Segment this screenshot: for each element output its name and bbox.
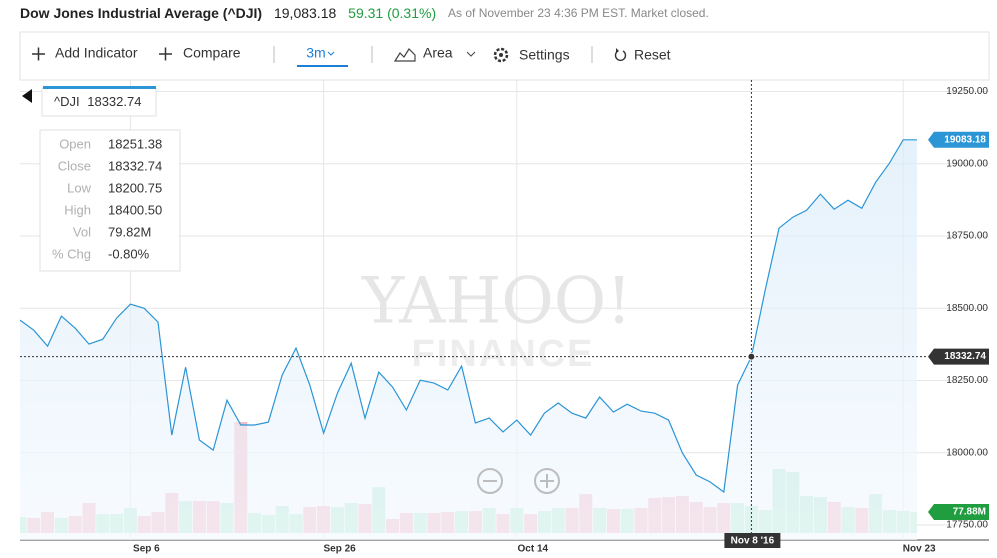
gear-icon	[493, 47, 509, 63]
plus-icon	[540, 474, 554, 488]
plot-clip	[20, 139, 917, 540]
tooltip-row-label: High	[64, 202, 91, 217]
price-line	[20, 139, 917, 494]
chart-type-button[interactable]: Area	[393, 45, 476, 62]
range-label: 3m	[306, 45, 325, 61]
y-tick-label: 18000.00	[946, 447, 988, 458]
crosshair-point	[747, 352, 756, 361]
tooltip-row-value: 18332.74	[108, 158, 162, 173]
y-tick-label: 19250.00	[946, 86, 988, 97]
add-indicator-button[interactable]: Add Indicator	[32, 45, 138, 61]
tooltip-row-value: 18251.38	[108, 136, 162, 151]
watermark-brand: YAHOO!	[361, 265, 632, 339]
reset-icon	[614, 50, 627, 61]
tooltip-row-label: % Chg	[52, 246, 91, 261]
reset-arrow	[616, 48, 619, 53]
tooltip-row-value: -0.80%	[108, 246, 150, 261]
plus-icon	[32, 47, 45, 61]
y-tick-label: 18750.00	[946, 231, 988, 242]
quote-status: As of November 23 4:36 PM EST. Market cl…	[448, 6, 709, 20]
tooltip-pointer	[22, 89, 32, 103]
reset-label: Reset	[634, 47, 671, 63]
range-underline	[297, 65, 348, 67]
tooltip-accent	[43, 86, 156, 89]
watermark-sub: FINANCE	[412, 333, 595, 375]
compare-button[interactable]: Compare	[159, 45, 241, 61]
last-price-tag	[928, 131, 989, 148]
quote-title: Dow Jones Industrial Average (^DJI)	[20, 5, 262, 21]
settings-label: Settings	[519, 47, 570, 63]
range-button[interactable]: 3m	[297, 45, 348, 67]
zoom-in-button[interactable]	[534, 468, 560, 494]
tooltip-price: 18332.74	[87, 94, 141, 109]
crosshair-price-tag	[928, 348, 989, 365]
quote-header: Dow Jones Industrial Average (^DJI) 19,0…	[20, 5, 709, 21]
volume-tag	[928, 503, 989, 520]
y-tick-label: 18500.00	[946, 303, 988, 314]
chevron-icon	[327, 51, 335, 56]
crosshair-price-label: 18332.74	[944, 351, 986, 362]
zoom-out-ring	[477, 468, 503, 494]
volume-tag-label: 77.88M	[953, 507, 986, 518]
tooltip: ^DJI 18332.74 Open 18251.38 Close 18332.74 L…	[22, 86, 181, 272]
chevron-icon	[466, 51, 476, 57]
crosshair-date-label: Nov 8 '16	[731, 536, 775, 547]
tooltip-row-value: 18200.75	[108, 180, 162, 195]
plus-icon	[159, 47, 172, 61]
reset-button[interactable]: Reset	[614, 47, 671, 63]
y-tick-label: 18250.00	[946, 375, 988, 386]
toolbar: Add Indicator Compare 3m Area Settings R…	[19, 31, 990, 81]
y-tick-label: 19000.00	[946, 158, 988, 169]
quote-change: 59.31 (0.31%)	[348, 5, 436, 21]
compare-label: Compare	[183, 45, 241, 61]
x-tick-label: Sep 26	[323, 544, 356, 555]
zoom-in-ring	[534, 468, 560, 494]
tooltip-row-label: Vol	[73, 224, 91, 239]
tooltip-row-value: 18400.50	[108, 202, 162, 217]
y-tick-label: 17750.00	[946, 520, 988, 531]
chart-type-label: Area	[423, 45, 453, 61]
area-icon	[393, 48, 416, 62]
tooltip-symbol: ^DJI	[54, 94, 80, 109]
tooltip-title: ^DJI 18332.74	[54, 94, 141, 109]
x-tick-label: Nov 23	[903, 544, 936, 555]
x-tick-label: Oct 14	[518, 544, 549, 555]
gear-hub	[499, 53, 503, 57]
tooltip-row-value: 79.82M	[108, 224, 151, 239]
add-indicator-label: Add Indicator	[55, 45, 138, 61]
x-tick-label: Sep 6	[133, 544, 160, 555]
tooltip-row-label: Open	[59, 136, 91, 151]
settings-button[interactable]: Settings	[493, 47, 570, 63]
overlay: 19083.18 77.88M 18332.74 Nov 8 '16	[20, 80, 989, 548]
tooltip-details-box	[39, 129, 181, 272]
tooltip-row-label: Close	[58, 158, 91, 173]
tooltip-row-label: Low	[67, 180, 91, 195]
zoom-out-button[interactable]	[477, 468, 503, 494]
toolbar-frame	[19, 31, 990, 81]
quote-price: 19,083.18	[274, 5, 336, 21]
crosshair-date-tag	[724, 533, 781, 548]
plot-area: 17750.00 18000.00 18250.00 18500.00 18750.00…	[20, 80, 989, 555]
last-price-label: 19083.18	[944, 134, 986, 145]
price-area	[20, 139, 917, 540]
